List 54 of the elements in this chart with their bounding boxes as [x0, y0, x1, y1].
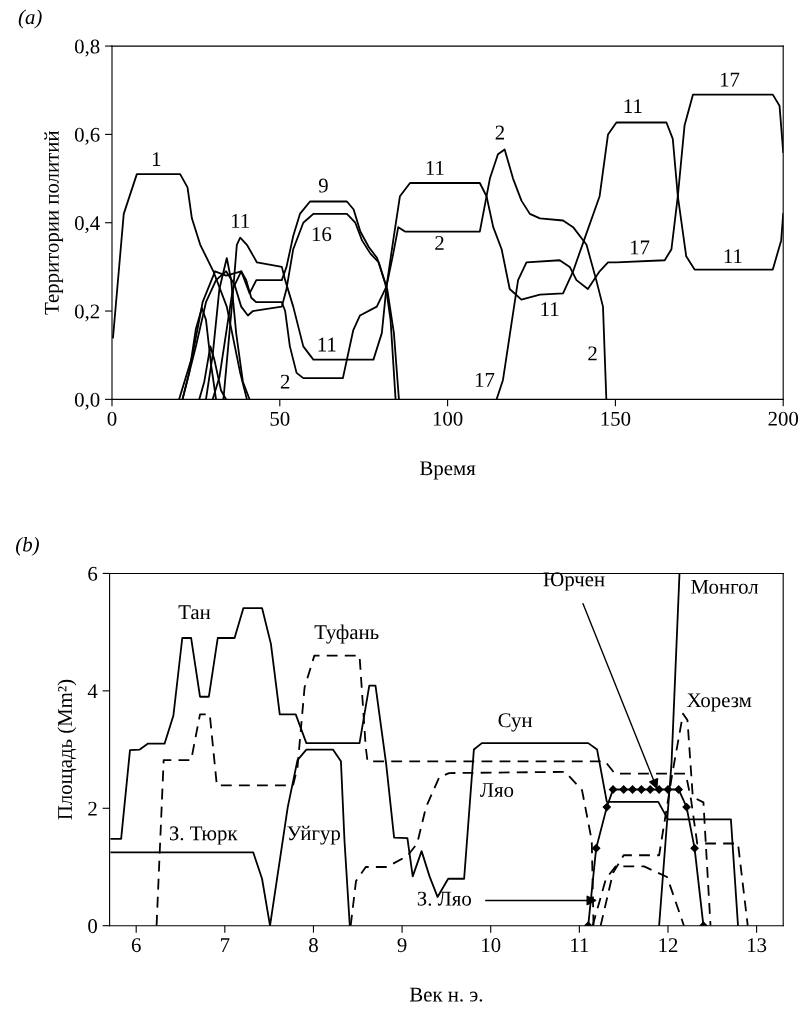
x-tick-label: 13 [748, 938, 767, 953]
annotation: 2 [495, 125, 505, 140]
x-tick-label: 150 [601, 411, 631, 426]
annotation: 11 [724, 249, 742, 264]
annotation: 11 [318, 337, 336, 352]
y-tick-label: 0,4 [74, 216, 100, 234]
y-axis-title: Площадь (Mm²) [57, 679, 77, 820]
annotation: 11 [232, 213, 249, 228]
annotation: З. Ляо [417, 891, 471, 906]
annotation: 16 [312, 227, 332, 242]
chart-title: (b) [16, 536, 39, 556]
x-tick-label: 6 [131, 938, 141, 953]
annotation: Юрчен [543, 572, 605, 591]
annotation: Ляо [480, 783, 514, 798]
annotation: Тан [178, 605, 211, 620]
y-tick-label: 0,6 [74, 127, 100, 145]
annotation: Уйгур [287, 825, 341, 845]
annotation: 11 [426, 160, 444, 175]
y-tick-label: 0,0 [74, 392, 100, 410]
x-tick-label: 7 [220, 938, 230, 952]
annotation: З. Тюрк [169, 826, 238, 845]
x-tick-label: 0 [107, 411, 117, 426]
annotation: Туфань [314, 624, 379, 644]
x-tick-label: 50 [270, 411, 290, 426]
x-tick-label: 10 [482, 938, 501, 953]
y-tick-label: 6 [88, 566, 98, 581]
annotation: 11 [541, 302, 559, 317]
y-axis-title: Территории политий [44, 130, 64, 315]
annotation: 9 [318, 178, 328, 193]
x-axis-title: Время [420, 461, 476, 480]
annotation: 2 [435, 236, 444, 250]
annotation: 17 [630, 240, 650, 255]
annotation: 17 [720, 72, 740, 87]
annotation: 2 [588, 346, 597, 361]
x-tick-label: 9 [397, 938, 407, 953]
y-tick-label: 0,8 [74, 39, 100, 57]
y-tick-label: 4 [87, 684, 98, 699]
x-tick-label: 100 [433, 411, 463, 426]
annotation: 11 [624, 99, 642, 113]
annotation: 1 [152, 152, 161, 166]
x-tick-label: 200 [768, 411, 799, 426]
x-tick-label: 8 [309, 938, 318, 953]
annotation: 17 [475, 372, 495, 387]
y-tick-label: 2 [88, 801, 97, 816]
chart-title: (a) [18, 9, 42, 29]
x-tick-label: 12 [659, 938, 678, 952]
x-tick-label: 11 [571, 938, 589, 952]
y-tick-label: 0,2 [74, 304, 100, 322]
annotation: Хорезм [687, 693, 752, 712]
annotation: Монгол [691, 579, 759, 594]
x-axis-title: Век н. э. [409, 987, 483, 1002]
annotation: Сун [498, 713, 533, 732]
annotation: 2 [280, 374, 290, 389]
y-tick-label: 0 [88, 919, 97, 934]
